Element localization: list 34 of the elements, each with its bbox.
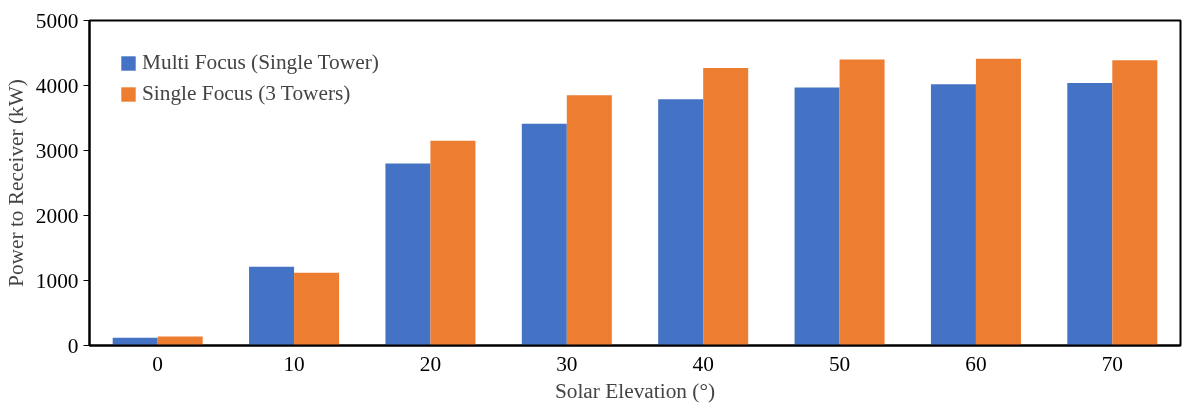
bar <box>930 84 976 346</box>
bar <box>112 337 158 346</box>
bar <box>1112 60 1158 346</box>
bar <box>249 266 295 346</box>
bar <box>157 336 203 346</box>
x-tick-label: 30 <box>556 351 578 376</box>
y-tick-label: 1000 <box>35 268 79 293</box>
legend-label: Single Focus (3 Towers) <box>142 81 351 106</box>
x-axis-title: Solar Elevation (°) <box>554 378 716 403</box>
y-tick-label: 0 <box>67 333 79 358</box>
bar <box>385 163 431 346</box>
x-tick-label: 0 <box>152 351 164 376</box>
bar <box>703 67 749 346</box>
x-tick-label: 40 <box>692 351 714 376</box>
x-tick-label: 20 <box>419 351 442 376</box>
y-tick-label: 4000 <box>35 73 79 98</box>
bar <box>975 58 1021 346</box>
x-tick-label: 60 <box>965 351 987 376</box>
bar <box>839 59 885 346</box>
bar <box>521 123 567 346</box>
legend-label: Multi Focus (Single Tower) <box>142 50 379 75</box>
bar <box>794 87 840 346</box>
y-axis-title: Power to Receiver (kW) <box>3 79 28 287</box>
x-tick-label: 10 <box>283 351 305 376</box>
bar <box>1067 82 1113 346</box>
bar <box>566 95 612 346</box>
y-tick-label: 3000 <box>35 138 79 163</box>
bar <box>430 140 476 346</box>
bar <box>658 99 704 346</box>
x-tick-label: 70 <box>1101 351 1123 376</box>
y-tick-label: 2000 <box>35 203 79 228</box>
bar <box>294 272 340 346</box>
y-tick-label: 5000 <box>35 8 79 33</box>
x-tick-label: 50 <box>828 351 851 376</box>
